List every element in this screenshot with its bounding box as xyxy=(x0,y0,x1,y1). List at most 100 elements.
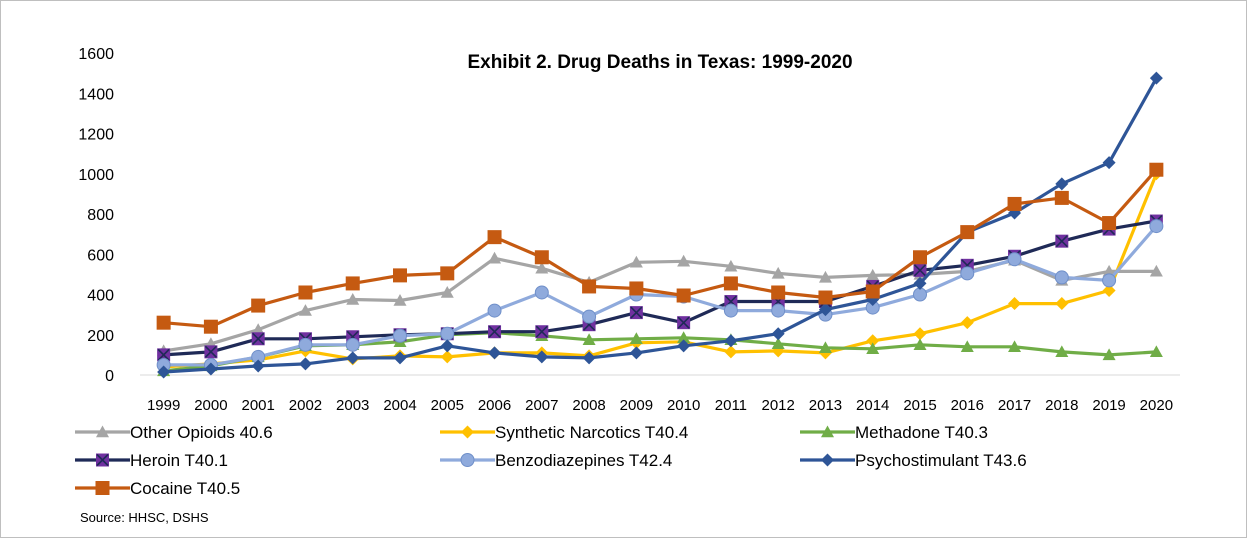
x-tick-label: 2009 xyxy=(620,397,653,414)
data-point xyxy=(771,266,785,279)
data-point xyxy=(771,285,786,300)
legend-label: Heroin T40.1 xyxy=(130,451,228,470)
data-point xyxy=(582,309,597,324)
x-tick-label: 2018 xyxy=(1045,397,1078,414)
data-point xyxy=(488,251,502,264)
data-point xyxy=(393,268,407,283)
data-point xyxy=(488,346,502,360)
data-point xyxy=(677,254,691,267)
data-point xyxy=(1102,264,1116,277)
data-point xyxy=(1149,162,1164,177)
data-point xyxy=(1055,345,1069,358)
data-point xyxy=(440,350,454,364)
x-tick-label: 2007 xyxy=(525,397,558,414)
data-point xyxy=(582,279,597,294)
data-point xyxy=(913,327,927,341)
data-point xyxy=(866,334,880,348)
data-point xyxy=(1007,196,1022,211)
data-point xyxy=(488,325,502,339)
data-point xyxy=(393,294,407,306)
legend-label: Other Opioids 40.6 xyxy=(130,423,273,442)
y-tick-label: 400 xyxy=(87,288,114,305)
x-tick-label: 2003 xyxy=(336,397,369,414)
data-point xyxy=(960,225,975,240)
legend-label: Synthetic Narcotics T40.4 xyxy=(495,423,688,442)
legend-marker xyxy=(96,453,109,467)
x-tick-label: 2019 xyxy=(1092,397,1125,414)
data-point xyxy=(677,331,691,343)
x-tick-label: 2012 xyxy=(761,397,794,414)
data-point xyxy=(629,306,643,320)
x-tick-label: 2000 xyxy=(194,397,227,414)
legend-item: Synthetic Narcotics T40.4 xyxy=(440,423,688,442)
data-point xyxy=(535,325,549,339)
data-point xyxy=(1102,348,1116,361)
legend-item: Psychostimulant T43.6 xyxy=(800,451,1027,470)
data-point xyxy=(1102,156,1116,170)
data-point xyxy=(677,339,691,353)
data-point xyxy=(677,316,691,330)
data-point xyxy=(913,338,927,351)
data-point xyxy=(345,276,360,291)
legend-label: Methadone T40.3 xyxy=(855,423,988,442)
data-point xyxy=(156,315,171,330)
data-point xyxy=(1054,270,1069,285)
data-point xyxy=(960,340,974,353)
legend-item: Cocaine T40.5 xyxy=(75,479,240,498)
data-point xyxy=(1149,345,1163,358)
data-point xyxy=(251,359,265,373)
data-point xyxy=(203,319,218,334)
data-point xyxy=(440,339,454,353)
data-point xyxy=(204,362,218,376)
data-point xyxy=(771,303,786,318)
series-line xyxy=(163,173,1158,369)
data-point xyxy=(913,263,927,277)
data-point xyxy=(582,351,596,365)
legend-item: Methadone T40.3 xyxy=(800,423,988,442)
data-point xyxy=(865,284,880,299)
x-tick-label: 2006 xyxy=(478,397,511,414)
data-point xyxy=(629,332,643,344)
data-point xyxy=(629,255,643,268)
legend-label: Psychostimulant T43.6 xyxy=(855,451,1027,470)
x-tick-label: 2002 xyxy=(289,397,322,414)
series-line xyxy=(163,77,1158,374)
data-point xyxy=(724,259,738,272)
series-line xyxy=(163,225,1158,367)
data-point xyxy=(1149,264,1163,277)
data-point xyxy=(535,261,549,274)
data-point xyxy=(1007,252,1022,267)
data-point xyxy=(582,333,596,345)
data-point xyxy=(913,276,927,290)
data-point xyxy=(534,250,549,265)
data-point xyxy=(1055,177,1069,191)
data-point xyxy=(298,304,312,316)
x-tick-label: 2008 xyxy=(572,397,605,414)
series-line xyxy=(163,168,1158,329)
x-tick-label: 2014 xyxy=(856,397,889,414)
x-tick-label: 2011 xyxy=(715,397,747,414)
legend-label: Benzodiazepines T42.4 xyxy=(495,451,672,470)
legend: Other Opioids 40.6 Synthetic Narcotics T4… xyxy=(75,423,1027,498)
data-point xyxy=(1149,71,1163,85)
data-point xyxy=(535,350,549,364)
legend-item: Other Opioids 40.6 xyxy=(75,423,273,442)
y-tick-label: 600 xyxy=(87,247,114,264)
x-tick-label: 2020 xyxy=(1140,397,1173,414)
data-point xyxy=(345,337,360,352)
data-point xyxy=(251,323,265,335)
series-5 xyxy=(157,71,1163,379)
data-point xyxy=(1008,340,1022,353)
x-tick-label: 2017 xyxy=(998,397,1031,414)
data-point xyxy=(629,346,643,360)
data-point xyxy=(1102,216,1117,231)
series-6 xyxy=(156,162,1164,334)
data-point xyxy=(298,357,312,371)
data-point xyxy=(1008,297,1022,311)
data-point xyxy=(440,285,454,298)
data-point xyxy=(1149,219,1164,234)
data-point xyxy=(1102,283,1116,297)
data-point xyxy=(1055,297,1069,311)
legend-item: Heroin T40.1 xyxy=(75,451,228,470)
data-point xyxy=(487,303,502,318)
